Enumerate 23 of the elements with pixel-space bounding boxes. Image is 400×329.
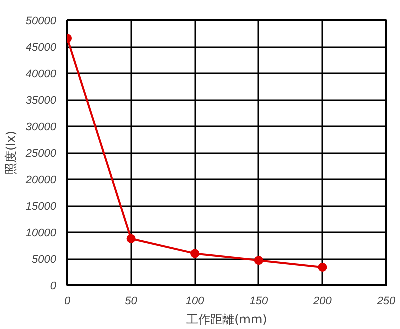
y-tick-label: 25000: [24, 148, 58, 160]
point: [254, 256, 264, 266]
y-tick-label: 35000: [26, 95, 58, 107]
point: [190, 249, 200, 258]
x-axis-title: 工作距離(mm): [186, 312, 268, 326]
y-tick-label: 10000: [26, 228, 58, 240]
point: [126, 234, 136, 244]
point: [318, 262, 328, 272]
x-tick-label: 100: [186, 296, 206, 308]
y-axis-title: 照度(lx): [4, 131, 18, 175]
x-tick-label: 50: [125, 296, 138, 308]
x-tick-label: 250: [376, 296, 397, 308]
y-tick-label: 15000: [26, 201, 58, 213]
y-tick-label: 40000: [26, 68, 58, 80]
y-tick-label: 45000: [26, 42, 58, 54]
x-tick-label: 0: [64, 296, 72, 308]
x-tick-label: 150: [250, 296, 269, 308]
y-tick-label: 50000: [26, 16, 58, 28]
y-tick-label: 5000: [32, 254, 58, 266]
y-tick-label: 20000: [24, 174, 58, 186]
y-tick-label: 30000: [26, 122, 58, 134]
y-tick-label: 0: [50, 280, 58, 292]
x-tick-label: 200: [312, 296, 333, 308]
